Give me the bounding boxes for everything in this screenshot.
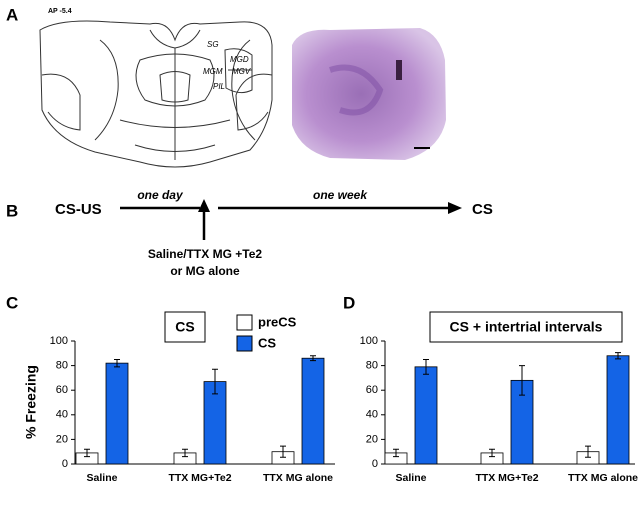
chart-title-box [429,311,623,343]
treatment-label: Saline/TTX MG +Te2 [148,247,262,261]
y-tick-label: 60 [366,384,378,396]
y-tick-label: 80 [56,360,68,372]
error-bar [114,358,120,368]
x-tick-label: TTX MG alone [568,472,638,484]
y-tick-label: 40 [366,409,378,421]
atlas-level: AP -5.4 [48,8,72,15]
panel-label: C [6,293,18,312]
brain-atlas [39,20,273,168]
region-label: PIL [213,82,225,91]
y-tick-label: 0 [62,458,68,470]
error-bar [212,368,218,395]
x-tick-label: TTX MG+Te2 [475,472,538,484]
timeline-start: CS-US [55,201,102,218]
error-bar [489,448,495,458]
y-tick-label: 20 [56,433,68,445]
chart-title: CS + intertrial intervals [450,319,603,335]
timeline-end: CS [472,201,493,218]
bar [414,366,438,465]
region-label: MGM [203,67,223,76]
histology-detail [329,64,384,116]
panel-label: A [6,5,18,24]
error-bar [615,352,621,360]
error-bar [310,355,316,362]
x-tick-label: Saline [396,472,427,484]
panel-label: B [6,201,18,220]
bar [105,362,129,465]
bar [301,357,325,465]
y-tick-label: 60 [56,384,68,396]
interval-label: one day [137,188,184,202]
legend-label: preCS [258,314,297,329]
y-tick-label: 100 [50,335,68,347]
y-tick-label: 0 [372,458,378,470]
y-tick-label: 100 [360,335,378,347]
y-axis-label: % Freezing [23,365,39,439]
error-bar [182,448,188,458]
error-bar [585,445,591,458]
histology-image [292,28,446,160]
x-tick-label: Saline [87,472,118,484]
error-bar [280,445,286,458]
region-label: MGD [230,55,249,64]
lesion-mark [396,60,402,80]
arrow-head [198,199,210,212]
error-bar [519,365,525,396]
arrow-head [448,202,462,214]
chart-title: CS [175,319,194,335]
x-tick-label: TTX MG+Te2 [168,472,231,484]
region-label: MGV [232,67,251,76]
interval-label: one week [313,188,368,202]
y-tick-label: 20 [366,433,378,445]
y-tick-label: 40 [56,409,68,421]
chart-title-box [164,311,206,343]
error-bar [393,448,399,458]
x-tick-label: TTX MG alone [263,472,333,484]
error-bar [84,448,90,458]
treatment-label: or MG alone [170,264,240,278]
panel-label: D [343,293,355,312]
legend-label: CS [258,335,276,350]
region-label: SG [207,40,219,49]
error-bar [423,358,429,375]
bar [606,355,630,465]
legend-swatch [236,335,253,352]
legend-swatch [236,314,253,331]
y-tick-label: 80 [366,360,378,372]
